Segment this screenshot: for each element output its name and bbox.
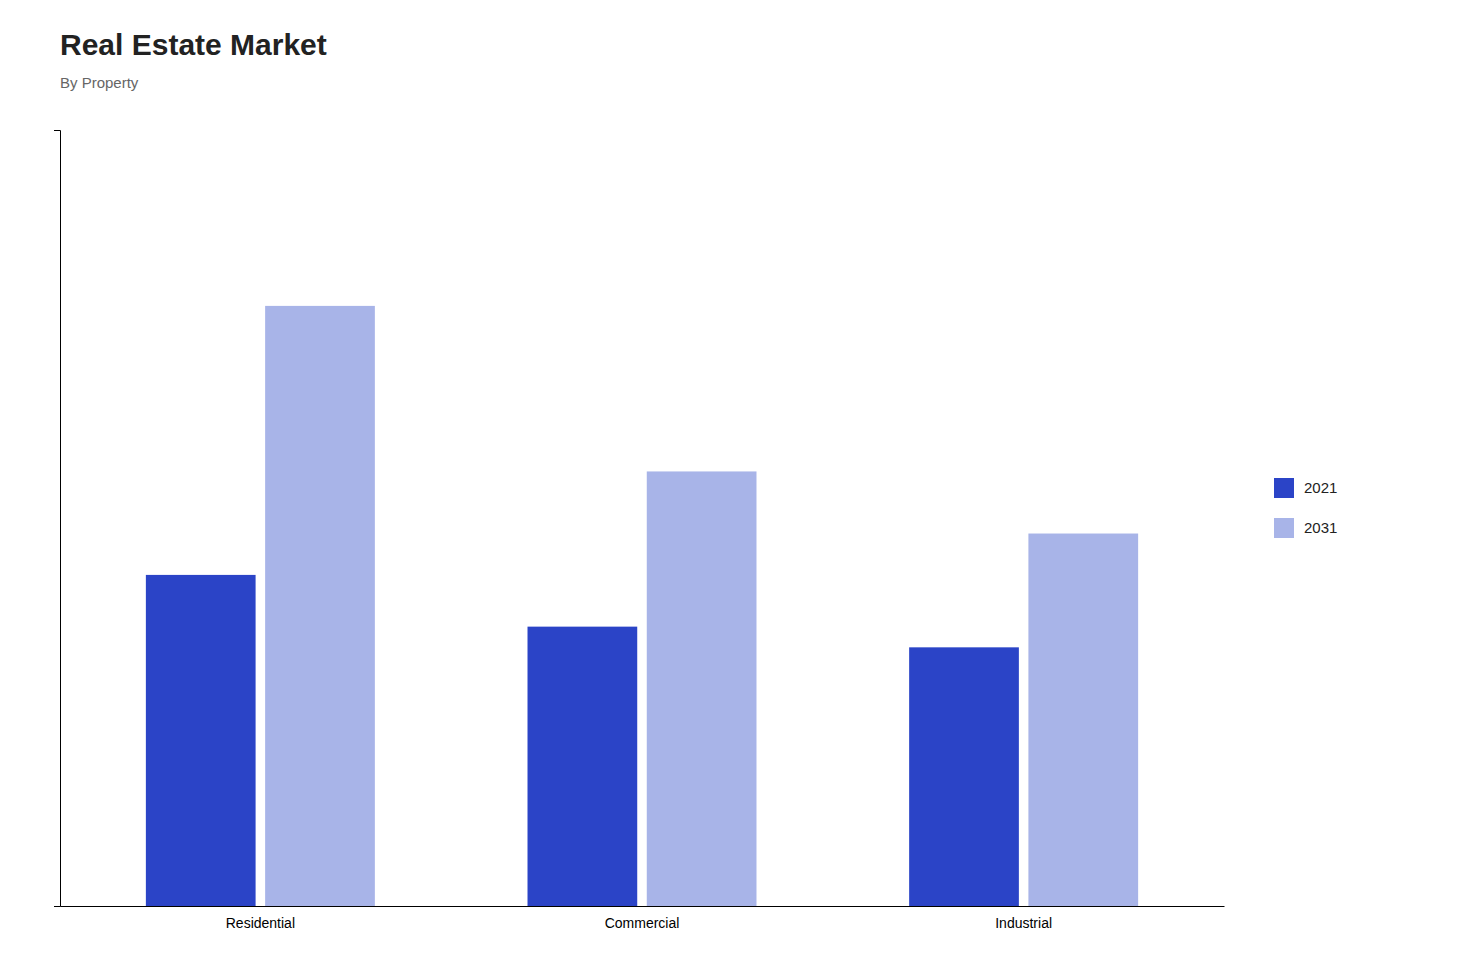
x-axis-line bbox=[61, 906, 1225, 907]
legend-label: 2031 bbox=[1304, 519, 1337, 536]
x-tick-label: Industrial bbox=[995, 915, 1052, 931]
x-tick-label: Residential bbox=[226, 915, 295, 931]
bar-series bbox=[265, 306, 1138, 906]
bar bbox=[146, 575, 256, 906]
bar bbox=[647, 471, 757, 906]
plot: Residential Commercial Industrial bbox=[54, 131, 1225, 931]
legend-label: 2021 bbox=[1304, 479, 1337, 496]
legend-item: 2021 bbox=[1274, 478, 1337, 498]
title: Real Estate Market bbox=[60, 28, 327, 61]
bar bbox=[265, 306, 375, 906]
chart: Real Estate Market By Property Residential… bbox=[0, 0, 1464, 976]
x-axis: Residential Commercial Industrial bbox=[61, 907, 1225, 931]
bar bbox=[1028, 534, 1138, 906]
bar bbox=[909, 647, 1019, 906]
legend-swatch bbox=[1274, 518, 1294, 538]
x-tick: Commercial bbox=[605, 915, 680, 931]
x-tick: Industrial bbox=[995, 915, 1052, 931]
bar bbox=[528, 627, 638, 906]
y-axis bbox=[54, 131, 61, 907]
bars bbox=[146, 306, 1138, 906]
legend-swatch bbox=[1274, 478, 1294, 498]
x-tick: Residential bbox=[226, 915, 295, 931]
x-tick-label: Commercial bbox=[605, 915, 680, 931]
legend-item: 2031 bbox=[1274, 518, 1337, 538]
legend: 2021 2031 bbox=[1274, 478, 1337, 538]
subtitle: By Property bbox=[60, 74, 139, 91]
y-axis-line bbox=[54, 131, 61, 907]
